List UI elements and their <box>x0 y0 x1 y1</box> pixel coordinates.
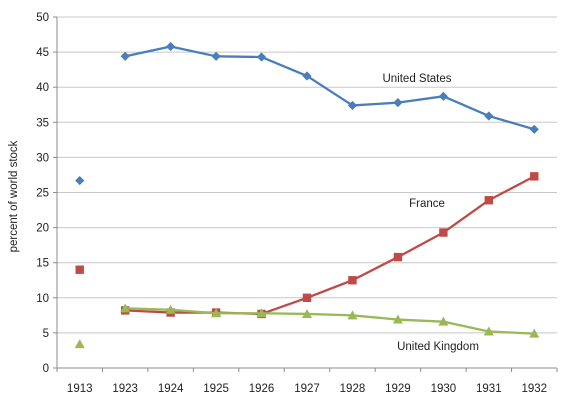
data-point-united-kingdom <box>347 310 358 320</box>
data-point-united-states <box>438 91 448 101</box>
y-axis-title: percent of world stock <box>8 140 20 252</box>
data-point-united-states <box>256 52 267 62</box>
data-point-united-states <box>529 124 539 134</box>
y-tick-label: 15 <box>36 258 49 270</box>
series-united-kingdom <box>74 303 540 349</box>
data-point-france <box>75 265 84 274</box>
data-point-united-kingdom <box>256 308 267 318</box>
data-point-united-kingdom <box>392 314 403 324</box>
x-tick-label: 1927 <box>294 383 320 395</box>
y-tick-label: 50 <box>36 12 49 24</box>
data-point-united-states <box>393 98 403 108</box>
data-point-united-kingdom <box>529 328 540 338</box>
x-tick-label: 1931 <box>476 383 502 395</box>
x-tick-label: 1930 <box>431 383 457 395</box>
x-tick-label: 1913 <box>67 383 93 395</box>
axes <box>53 16 558 372</box>
gridlines <box>57 16 557 334</box>
x-tick-label: 1929 <box>385 383 411 395</box>
y-tick-label: 10 <box>36 293 49 305</box>
data-point-united-kingdom <box>74 339 85 349</box>
data-point-united-kingdom <box>211 308 222 318</box>
data-point-united-states <box>302 71 312 81</box>
y-tick-label: 45 <box>36 47 49 59</box>
data-point-france <box>530 172 539 181</box>
data-point-united-kingdom <box>165 304 176 314</box>
series-united-states <box>75 41 539 186</box>
data-point-united-kingdom <box>483 326 494 336</box>
series-line-united-kingdom <box>125 307 535 335</box>
y-tick-label: 30 <box>36 152 49 164</box>
series-label-france: France <box>409 198 445 210</box>
series-label-united-states: United States <box>382 73 451 85</box>
x-tick-label: 1926 <box>249 383 275 395</box>
series-label-united-kingdom: United Kingdom <box>397 341 479 353</box>
data-point-united-kingdom <box>120 303 131 313</box>
data-point-united-states <box>166 41 176 52</box>
data-point-united-states <box>120 51 130 61</box>
data-point-france <box>393 252 403 262</box>
data-point-france <box>484 196 494 205</box>
data-point-france <box>302 293 312 302</box>
x-tick-label: 1928 <box>340 383 366 395</box>
data-point-france <box>348 276 357 285</box>
series-line-united-states <box>124 45 535 131</box>
data-point-united-states <box>484 111 494 121</box>
series-line-france <box>125 175 535 316</box>
y-tick-label: 25 <box>36 188 49 200</box>
x-tick-label: 1925 <box>203 383 229 395</box>
data-point-united-states <box>347 100 358 111</box>
x-tick-label: 1923 <box>112 383 138 395</box>
y-tick-label: 0 <box>43 363 49 375</box>
data-point-united-states <box>211 51 221 61</box>
y-tick-label: 35 <box>36 117 49 129</box>
series-france <box>75 172 539 319</box>
data-point-united-kingdom <box>302 308 312 318</box>
labels: 0 5 10 15 20 25 30 35 40 45 50 1913 1923 1924 1925 1926… <box>8 12 547 395</box>
data-point-france <box>439 228 448 237</box>
y-tick-label: 20 <box>36 223 49 235</box>
y-tick-label: 5 <box>43 328 49 340</box>
data-point-united-states <box>75 175 85 186</box>
x-tick-label: 1932 <box>521 383 547 395</box>
series <box>74 41 540 349</box>
x-tick-label: 1924 <box>158 383 184 395</box>
y-tick-label: 40 <box>36 82 49 94</box>
data-point-united-kingdom <box>438 316 449 326</box>
